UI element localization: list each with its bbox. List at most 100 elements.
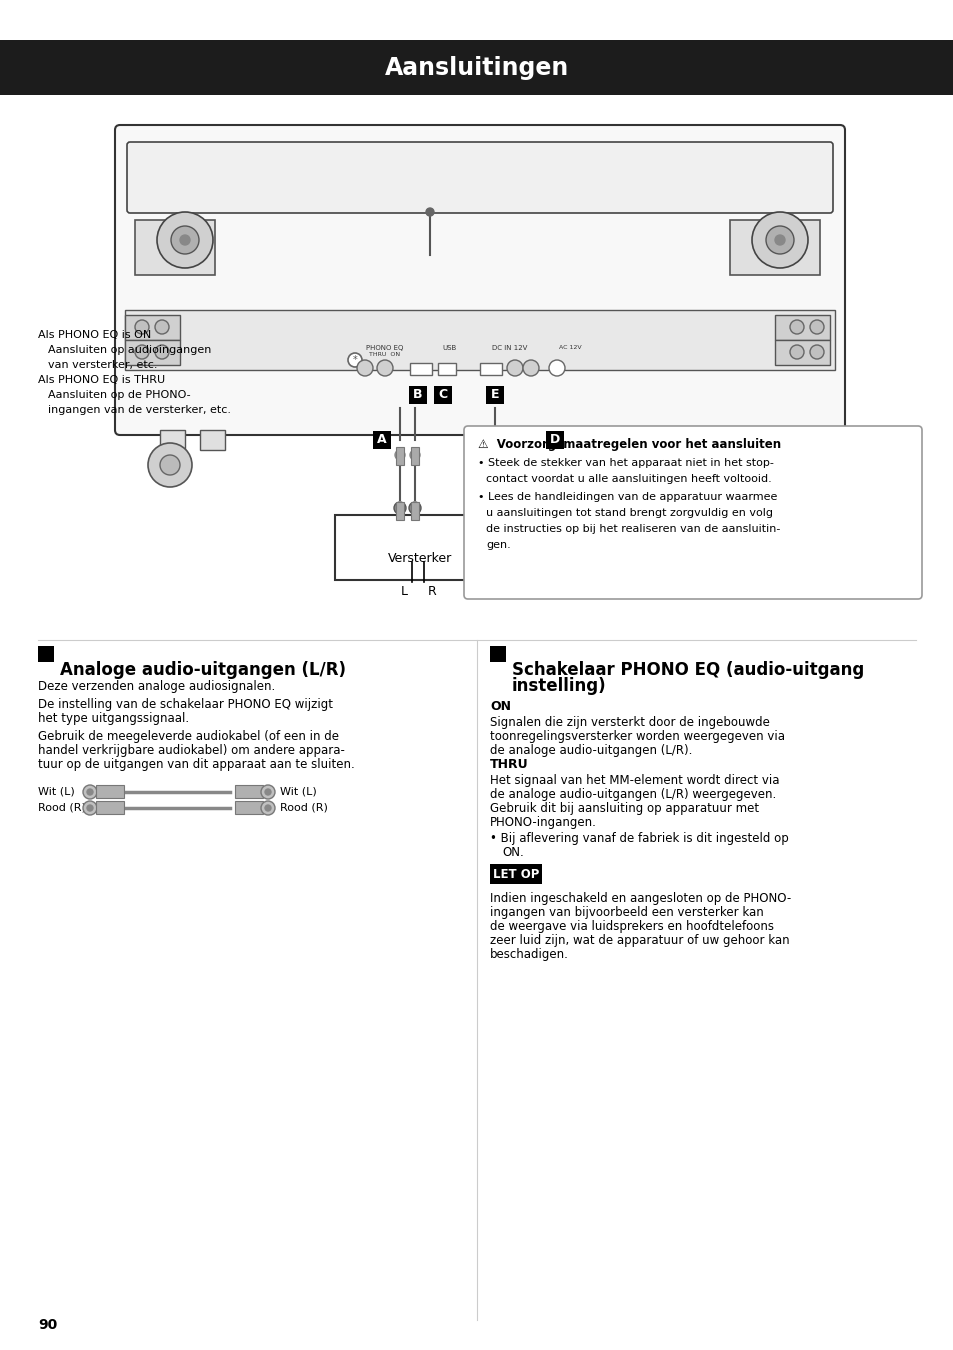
Text: Indien ingeschakeld en aangesloten op de PHONO-: Indien ingeschakeld en aangesloten op de… bbox=[490, 892, 790, 904]
Text: USB: USB bbox=[442, 346, 456, 351]
Text: B: B bbox=[413, 389, 422, 401]
Text: Wit (L): Wit (L) bbox=[38, 787, 74, 796]
Text: B: B bbox=[494, 666, 501, 675]
Bar bbox=[160, 431, 185, 450]
Text: Aansluiten op audioingangen: Aansluiten op audioingangen bbox=[48, 346, 212, 355]
Text: PHONO-ingangen.: PHONO-ingangen. bbox=[490, 815, 597, 829]
Circle shape bbox=[774, 235, 784, 244]
Circle shape bbox=[265, 805, 271, 811]
Text: Deze verzenden analoge audiosignalen.: Deze verzenden analoge audiosignalen. bbox=[38, 680, 275, 693]
Bar bbox=[0, 40, 953, 94]
Text: instelling): instelling) bbox=[512, 676, 606, 695]
Circle shape bbox=[809, 320, 823, 333]
Bar bbox=[774, 340, 829, 364]
Text: (GPE053A-120050-Z): (GPE053A-120050-Z) bbox=[619, 520, 737, 531]
Text: • Bij aflevering vanaf de fabriek is dit ingesteld op: • Bij aflevering vanaf de fabriek is dit… bbox=[490, 832, 788, 845]
Text: tuur op de uitgangen van dit apparaat aan te sluiten.: tuur op de uitgangen van dit apparaat aa… bbox=[38, 757, 355, 771]
Bar bbox=[395, 447, 403, 464]
Bar bbox=[38, 647, 54, 662]
Text: A: A bbox=[376, 433, 386, 447]
Circle shape bbox=[410, 450, 419, 460]
Circle shape bbox=[395, 450, 405, 460]
Text: Rood (R): Rood (R) bbox=[38, 803, 86, 813]
Circle shape bbox=[522, 360, 538, 377]
Bar bbox=[409, 386, 427, 404]
Circle shape bbox=[749, 455, 769, 475]
Text: E: E bbox=[490, 389, 498, 401]
Bar bbox=[490, 864, 541, 884]
Text: ingangen van bijvoorbeeld een versterker kan: ingangen van bijvoorbeeld een versterker… bbox=[490, 906, 763, 919]
Bar bbox=[434, 386, 452, 404]
Text: de analoge audio-uitgangen (L/R).: de analoge audio-uitgangen (L/R). bbox=[490, 744, 692, 757]
Text: DC IN 12V: DC IN 12V bbox=[492, 346, 527, 351]
Text: Gebruik de meegeleverde audiokabel (of een in de: Gebruik de meegeleverde audiokabel (of e… bbox=[38, 730, 338, 742]
Bar bbox=[135, 220, 214, 275]
Text: van versterker, etc.: van versterker, etc. bbox=[48, 360, 157, 370]
Text: Als PHONO EQ is ON: Als PHONO EQ is ON bbox=[38, 329, 152, 340]
Text: • Steek de stekker van het apparaat niet in het stop-: • Steek de stekker van het apparaat niet… bbox=[477, 458, 773, 468]
Text: Schakelaar PHONO EQ (audio-uitgang: Schakelaar PHONO EQ (audio-uitgang bbox=[512, 662, 863, 679]
Bar bbox=[125, 310, 834, 370]
Text: de analoge audio-uitgangen (L/R) weergegeven.: de analoge audio-uitgangen (L/R) weergeg… bbox=[490, 788, 776, 801]
Text: R: R bbox=[427, 585, 436, 598]
Bar bbox=[234, 784, 263, 798]
Circle shape bbox=[87, 788, 92, 795]
Text: Signalen die zijn versterkt door de ingebouwde: Signalen die zijn versterkt door de inge… bbox=[490, 716, 769, 729]
Text: gen.: gen. bbox=[485, 540, 510, 549]
FancyBboxPatch shape bbox=[646, 427, 752, 493]
FancyBboxPatch shape bbox=[463, 427, 921, 599]
Bar bbox=[774, 315, 829, 340]
Circle shape bbox=[148, 443, 192, 487]
Bar bbox=[751, 463, 769, 468]
Circle shape bbox=[135, 346, 149, 359]
Text: zeer luid zijn, wat de apparatuur of uw gehoor kan: zeer luid zijn, wat de apparatuur of uw … bbox=[490, 934, 789, 946]
Circle shape bbox=[765, 225, 793, 254]
Text: • Lees de handleidingen van de apparatuur waarmee: • Lees de handleidingen van de apparatuu… bbox=[477, 491, 777, 502]
Bar bbox=[411, 502, 418, 520]
Circle shape bbox=[518, 482, 531, 494]
Bar bbox=[125, 340, 180, 364]
Bar bbox=[200, 431, 225, 450]
Text: ON.: ON. bbox=[501, 846, 523, 859]
Text: toonregelingsversterker worden weergegeven via: toonregelingsversterker worden weergegev… bbox=[490, 730, 784, 742]
Circle shape bbox=[160, 455, 180, 475]
Circle shape bbox=[751, 212, 807, 269]
Text: De instelling van de schakelaar PHONO EQ wijzigt: De instelling van de schakelaar PHONO EQ… bbox=[38, 698, 333, 711]
Circle shape bbox=[157, 212, 213, 269]
FancyBboxPatch shape bbox=[115, 126, 844, 435]
Text: 90: 90 bbox=[38, 1318, 57, 1332]
Circle shape bbox=[394, 502, 406, 514]
Bar bbox=[729, 220, 820, 275]
Circle shape bbox=[265, 788, 271, 795]
Circle shape bbox=[548, 360, 564, 377]
Text: handel verkrijgbare audiokabel) om andere appara-: handel verkrijgbare audiokabel) om ander… bbox=[38, 744, 345, 757]
Bar bbox=[437, 363, 456, 375]
Text: THRU  ON: THRU ON bbox=[369, 352, 400, 358]
Text: Rood (R): Rood (R) bbox=[280, 803, 328, 813]
Text: het type uitgangssignaal.: het type uitgangssignaal. bbox=[38, 711, 189, 725]
Text: A: A bbox=[42, 666, 51, 675]
Bar bbox=[410, 363, 432, 375]
Text: Wit (L): Wit (L) bbox=[280, 787, 316, 796]
Circle shape bbox=[426, 208, 434, 216]
Circle shape bbox=[87, 805, 92, 811]
Text: u aansluitingen tot stand brengt zorgvuldig en volg: u aansluitingen tot stand brengt zorgvul… bbox=[485, 508, 772, 518]
Bar bbox=[734, 431, 760, 450]
Text: Meegeleverde netadapter: Meegeleverde netadapter bbox=[619, 505, 764, 514]
Circle shape bbox=[83, 801, 97, 815]
Circle shape bbox=[809, 346, 823, 359]
Bar bbox=[335, 514, 504, 580]
Text: ingangen van de versterker, etc.: ingangen van de versterker, etc. bbox=[48, 405, 231, 414]
Bar bbox=[490, 647, 505, 662]
Circle shape bbox=[738, 443, 781, 487]
Text: beschadigen.: beschadigen. bbox=[490, 948, 568, 961]
Text: Aansluitingen: Aansluitingen bbox=[384, 55, 569, 80]
Text: *: * bbox=[353, 355, 357, 364]
Text: AC 12V: AC 12V bbox=[558, 346, 580, 351]
Circle shape bbox=[506, 360, 522, 377]
Bar bbox=[373, 431, 391, 450]
Text: ON: ON bbox=[490, 701, 511, 713]
Circle shape bbox=[348, 352, 361, 367]
Text: C: C bbox=[438, 389, 447, 401]
Text: LET OP: LET OP bbox=[493, 868, 538, 880]
